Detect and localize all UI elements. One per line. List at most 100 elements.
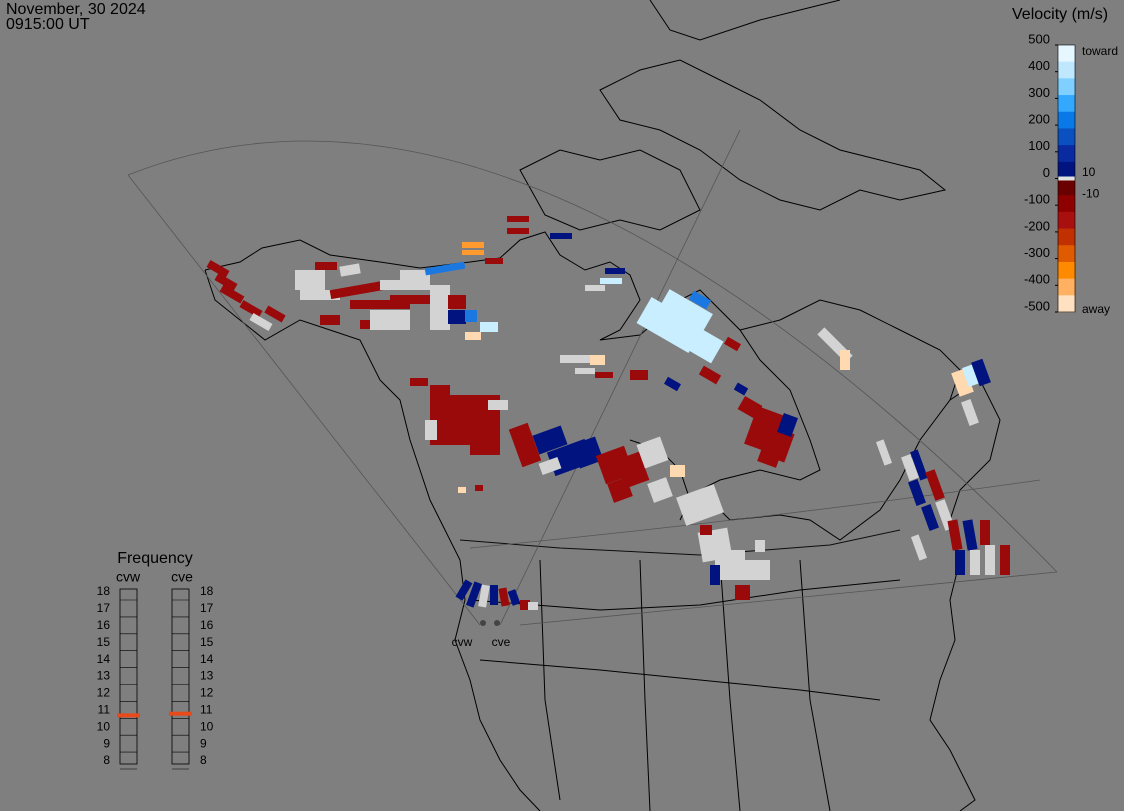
velocity-cell <box>735 585 750 600</box>
colorbar-segment <box>1058 211 1075 230</box>
colorbar-tick-label: -200 <box>1024 218 1050 233</box>
velocity-cell <box>757 442 783 468</box>
colorbar-tick-label: -500 <box>1024 298 1050 313</box>
colorbar-segment <box>1058 78 1075 96</box>
frequency-tick-label: 11 <box>98 702 111 716</box>
frequency-tick-label: 9 <box>200 736 207 750</box>
velocity-cell <box>664 376 681 392</box>
frequency-tick-label: 13 <box>97 669 111 683</box>
velocity-cell <box>560 355 590 363</box>
coastlines <box>204 0 1001 811</box>
colorbar-segment <box>1058 161 1075 179</box>
colorbar-segment <box>1058 45 1075 63</box>
frequency-title: Frequency <box>117 550 193 567</box>
frequency-tick-label: 18 <box>97 584 111 598</box>
velocity-cell <box>370 310 410 330</box>
velocity-cell <box>590 355 605 365</box>
velocity-title: Velocity (m/s) <box>1012 6 1108 23</box>
velocity-cell <box>465 581 483 608</box>
colorbar-inner-label: 10 <box>1082 165 1096 179</box>
colorbar-tick-label: -400 <box>1024 272 1050 287</box>
colorbar-tick-label: 400 <box>1028 58 1050 73</box>
velocity-cell <box>647 477 673 503</box>
velocity-cell <box>910 449 928 481</box>
velocity-cell <box>733 382 749 396</box>
field-of-view <box>127 129 1058 626</box>
velocity-cell <box>688 290 712 310</box>
colorbar-segment <box>1058 178 1075 196</box>
velocity-cell <box>448 310 466 324</box>
velocity-cell <box>575 368 595 374</box>
velocity-cell <box>925 469 945 501</box>
velocity-cell <box>1000 545 1010 575</box>
colorbar-segment <box>1058 145 1075 163</box>
velocity-cell <box>970 550 980 575</box>
colorbar-segment <box>1058 95 1075 113</box>
colorbar-segment <box>1058 195 1075 213</box>
date: November, 30 2024 <box>6 1 146 18</box>
frequency-marker <box>169 711 192 716</box>
velocity-cell <box>607 477 633 503</box>
velocity-cell <box>380 280 430 290</box>
velocity-cell <box>955 550 965 575</box>
velocity-cell <box>532 425 568 455</box>
velocity-cell <box>875 439 893 466</box>
velocity-cell <box>528 602 538 610</box>
frequency-tick-label: 15 <box>200 635 214 649</box>
velocity-cell <box>507 228 529 234</box>
frequency-marker <box>117 713 140 718</box>
colorbar-segment <box>1058 295 1075 313</box>
frequency-tick-label: 14 <box>97 652 111 666</box>
frequency-tick-label: 13 <box>200 669 214 683</box>
site-marker <box>494 620 500 626</box>
velocity-cell <box>520 600 530 610</box>
velocity-cell <box>488 400 508 410</box>
velocity-cell <box>947 519 963 551</box>
frequency-tick-label: 10 <box>200 719 214 733</box>
frequency-tick-label: 18 <box>200 584 214 598</box>
velocity-cell <box>315 262 337 270</box>
velocity-cell <box>425 420 437 440</box>
frequency-tick-label: 11 <box>200 702 213 716</box>
velocity-cell <box>910 534 928 561</box>
velocity-cell <box>462 250 484 255</box>
velocity-cell <box>840 350 850 370</box>
velocity-cell <box>400 270 430 280</box>
velocity-cell <box>455 579 473 601</box>
frequency-column <box>171 588 190 765</box>
velocity-colorbar: 500 400 300 200 100 0 -100 -200 -300 -400 -500 10 -1… <box>1024 31 1118 316</box>
colorbar-segment <box>1058 278 1075 296</box>
frequency-tick-label: 10 <box>97 719 111 733</box>
velocity-cell <box>410 378 428 386</box>
colorbar-inner-label: -10 <box>1082 186 1100 200</box>
velocity-cell <box>676 484 724 526</box>
colorbar-zero-band <box>1058 176 1075 181</box>
velocity-cell <box>206 260 230 278</box>
velocity-cell <box>700 525 712 535</box>
velocity-cell <box>921 504 939 531</box>
velocity-cell <box>249 313 273 331</box>
velocity-cell <box>465 310 477 322</box>
velocity-cell <box>901 454 919 481</box>
frequency-tick-label: 8 <box>103 753 110 767</box>
velocity-cell <box>424 261 466 276</box>
velocity-cell <box>448 295 466 309</box>
velocity-cell <box>777 413 798 437</box>
velocity-cell <box>507 216 529 222</box>
velocity-cell <box>670 465 685 477</box>
velocity-cell <box>600 278 622 284</box>
velocity-cell <box>985 545 995 575</box>
velocity-cell <box>571 436 604 469</box>
velocity-cell <box>971 358 991 387</box>
velocity-cell <box>508 422 542 468</box>
radar-name: cve <box>171 569 193 585</box>
colorbar-tick-label: 500 <box>1028 31 1050 46</box>
velocity-cells <box>206 216 1010 610</box>
colorbar-segment <box>1058 111 1075 129</box>
colorbar-tick-label: -100 <box>1024 192 1050 207</box>
colorbar-tick-label: -300 <box>1024 245 1050 260</box>
velocity-cell <box>390 295 430 304</box>
velocity-cell <box>264 305 286 323</box>
velocity-cell <box>657 289 713 336</box>
